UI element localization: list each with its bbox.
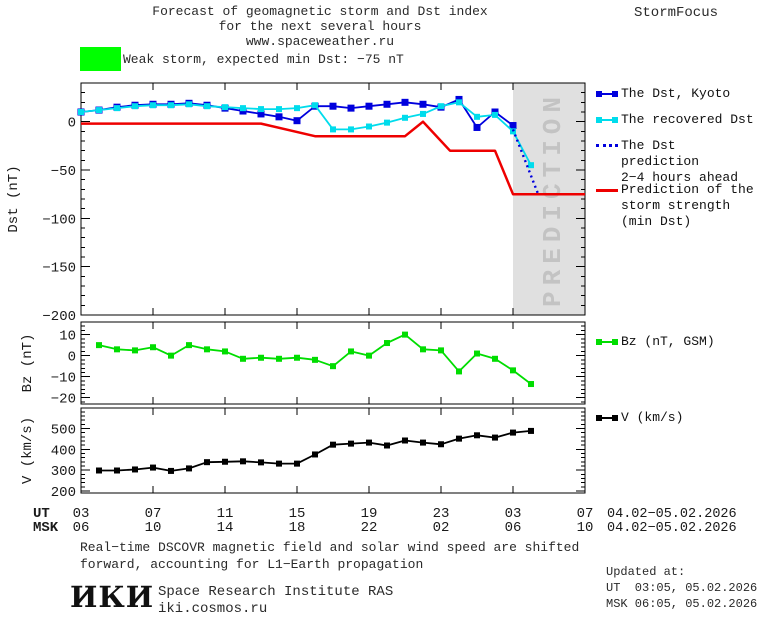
x-tick-ut-3: 15 — [289, 506, 306, 522]
legend-dst-kyoto: The Dst, Kyoto — [596, 86, 730, 102]
v-line — [99, 430, 532, 472]
legend-bz-label: Bz (nT, GSM) — [621, 334, 715, 349]
legend-storm-strength-line3: (min Dst) — [621, 214, 692, 229]
bz-markers — [96, 331, 534, 388]
legend-v-label: V (km/s) — [621, 410, 684, 425]
dst-ylabel: Dst (nT) — [6, 165, 22, 232]
v-ytick-label: 300 — [51, 464, 76, 480]
updated-label: Updated at: — [606, 565, 686, 579]
x-tick-msk-3: 18 — [289, 520, 306, 536]
x-tick-ut-7: 07 — [577, 506, 594, 522]
v-ylabel: V (km/s) — [20, 417, 36, 484]
institute-name: Space Research Institute RAS — [158, 584, 394, 600]
x-axis-ut-date: 04.02−05.02.2026 — [607, 507, 737, 522]
bz-ytick-label: −20 — [51, 392, 76, 408]
footer-note-line2: forward, accounting for L1−Earth propaga… — [80, 557, 424, 572]
x-tick-ut-2: 11 — [217, 506, 234, 522]
prediction-watermark: PREDICTION — [538, 91, 568, 307]
dst-axes: 0 −50 −100 −150 −200 — [42, 82, 586, 325]
legend-dst-prediction-line1: The Dst prediction — [621, 138, 700, 169]
updated-msk: MSK 06:05, 05.02.2026 — [606, 597, 758, 611]
x-tick-ut-4: 19 — [361, 506, 378, 522]
v-ytick-label: 500 — [51, 422, 76, 438]
x-tick-ut-0: 03 — [73, 506, 90, 522]
legend-dst-prediction-label: The Dst prediction 2−4 hours ahead — [621, 138, 760, 186]
v-line-swatch — [596, 414, 618, 423]
x-tick-msk-0: 06 — [73, 520, 90, 536]
legend-dst-kyoto-label: The Dst, Kyoto — [621, 86, 731, 101]
bz-ytick-label: −10 — [51, 371, 76, 387]
iki-logo: ИКИ — [70, 580, 155, 614]
recovered-dst-line-swatch — [596, 116, 618, 125]
legend-storm-strength: Prediction of the storm strength (min Ds… — [596, 182, 754, 230]
x-tick-msk-1: 10 — [145, 520, 162, 536]
x-axis-ut-label: UT — [33, 506, 50, 522]
footer-note: Real−time DSCOVR magnetic field and sola… — [80, 539, 579, 573]
storm-strength-line — [81, 120, 585, 196]
x-tick-msk-5: 02 — [433, 520, 450, 536]
dst-prediction-line-swatch — [596, 142, 618, 151]
x-axis-msk-label: MSK — [33, 520, 59, 536]
dst-ytick-label: −50 — [51, 164, 76, 180]
page-title-line1: Forecast of geomagnetic storm and Dst in… — [152, 4, 488, 19]
v-markers — [96, 427, 534, 474]
dst-ytick-label: 0 — [68, 116, 76, 132]
x-tick-ut-1: 07 — [145, 506, 162, 522]
storm-level-swatch — [80, 47, 121, 71]
x-tick-ut-5: 23 — [433, 506, 450, 522]
institute-block: Space Research Institute RAS iki.cosmos.… — [158, 584, 393, 618]
x-tick-ut-6: 03 — [505, 506, 522, 522]
legend-recovered-dst-label: The recovered Dst — [621, 112, 754, 127]
v-ytick-label: 400 — [51, 443, 76, 459]
bz-ytick-label: 10 — [59, 329, 76, 345]
institute-site: iki.cosmos.ru — [158, 601, 268, 617]
legend-recovered-dst: The recovered Dst — [596, 112, 754, 128]
dst-recovered-markers — [78, 99, 534, 169]
footer-note-line1: Real−time DSCOVR magnetic field and sola… — [80, 540, 580, 555]
legend-dst-prediction: The Dst prediction 2−4 hours ahead — [596, 138, 760, 186]
legend-storm-strength-line2: storm strength — [621, 198, 731, 213]
x-axis-msk-date: 04.02−05.02.2026 — [607, 521, 737, 536]
storm-strength-line-swatch — [596, 186, 618, 195]
bz-frame — [80, 321, 586, 405]
updated-ut: UT 03:05, 05.02.2026 — [606, 581, 758, 595]
legend-dst-prediction-line2: 2−4 hours ahead — [621, 170, 739, 185]
legend-storm-strength-label: Prediction of the storm strength (min Ds… — [621, 182, 754, 230]
prediction-region — [513, 83, 585, 315]
v-ytick-label: 200 — [51, 485, 76, 501]
brand-label: StormFocus — [633, 5, 718, 21]
x-tick-msk-2: 14 — [217, 520, 234, 536]
legend-bz: Bz (nT, GSM) — [596, 334, 715, 350]
page-title-line3: www.spaceweather.ru — [245, 34, 395, 49]
dst-kyoto-markers — [77, 95, 517, 131]
dst-ytick-label: −150 — [42, 261, 76, 277]
dst-ytick-label: −100 — [42, 212, 76, 228]
bz-ylabel: Bz (nT) — [20, 334, 36, 393]
v-frame — [80, 407, 586, 494]
x-tick-msk-6: 06 — [505, 520, 522, 536]
bz-line-swatch — [596, 338, 618, 347]
storm-level-text: Weak storm, expected min Dst: −75 nT — [123, 52, 404, 67]
v-axes: 500 400 300 200 — [51, 408, 586, 501]
legend-storm-strength-line1: Prediction of the — [621, 182, 754, 197]
dst-frame — [80, 82, 586, 316]
x-tick-msk-7: 10 — [577, 520, 594, 536]
x-tick-msk-4: 22 — [361, 520, 378, 536]
dst-kyoto-line-swatch — [596, 90, 618, 99]
dst-ytick-label: −200 — [42, 309, 76, 325]
bz-ytick-label: 0 — [68, 350, 76, 366]
updated-block: Updated at: UT 03:05, 05.02.2026 MSK 06:… — [606, 564, 757, 612]
page-title-line2: for the next several hours — [218, 19, 422, 34]
page-title: Forecast of geomagnetic storm and Dst in… — [0, 4, 640, 49]
legend-v: V (km/s) — [596, 410, 683, 426]
